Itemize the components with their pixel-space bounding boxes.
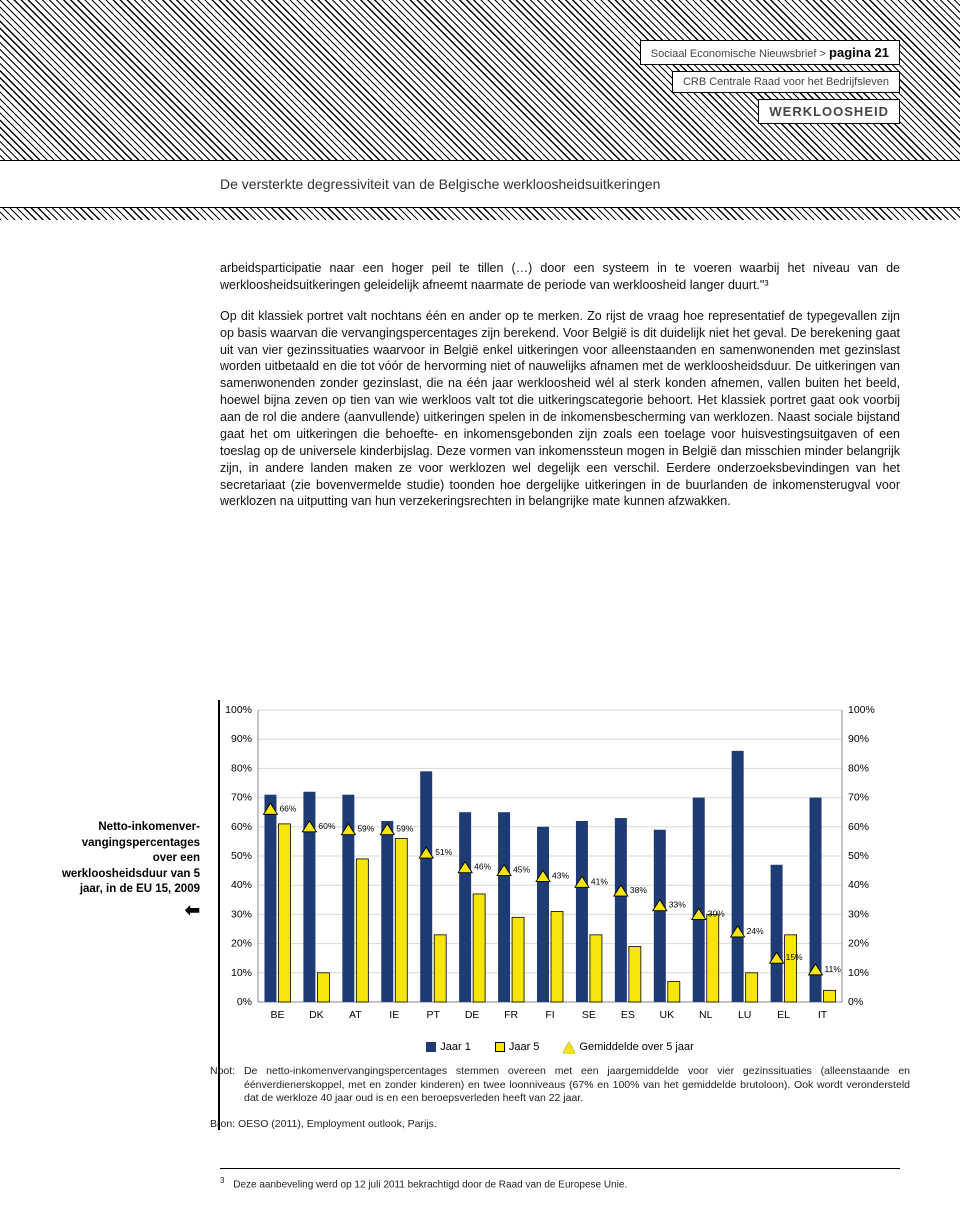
svg-text:DK: DK bbox=[309, 1009, 324, 1021]
header-line-1-bold: pagina 21 bbox=[829, 45, 889, 60]
svg-text:0%: 0% bbox=[237, 996, 252, 1008]
chart-legend: Jaar 1 Jaar 5 Gemiddelde over 5 jaar bbox=[210, 1041, 910, 1053]
body-column: arbeidsparticipatie naar een hoger peil … bbox=[220, 260, 900, 524]
subtitle-strip: De versterkte degressiviteit van de Belg… bbox=[0, 160, 960, 208]
svg-text:LU: LU bbox=[738, 1009, 751, 1021]
svg-text:FR: FR bbox=[504, 1009, 518, 1021]
arrow-icon: ⬅ bbox=[185, 898, 200, 922]
svg-text:60%: 60% bbox=[848, 821, 869, 833]
svg-text:EL: EL bbox=[777, 1009, 790, 1021]
svg-text:DE: DE bbox=[465, 1009, 480, 1021]
svg-text:51%: 51% bbox=[435, 847, 452, 857]
svg-text:30%: 30% bbox=[708, 908, 725, 918]
svg-text:59%: 59% bbox=[357, 824, 374, 834]
bron-label: Bron: bbox=[210, 1118, 235, 1130]
svg-text:20%: 20% bbox=[231, 938, 252, 950]
svg-text:30%: 30% bbox=[848, 908, 869, 920]
svg-text:70%: 70% bbox=[848, 792, 869, 804]
chart-caption-text: Netto-inkomenver­vangingspercen­tages ov… bbox=[62, 821, 200, 895]
svg-text:33%: 33% bbox=[669, 900, 686, 910]
svg-text:100%: 100% bbox=[848, 704, 875, 716]
svg-text:40%: 40% bbox=[848, 879, 869, 891]
svg-text:11%: 11% bbox=[825, 964, 842, 974]
svg-text:UK: UK bbox=[660, 1009, 675, 1021]
svg-text:IT: IT bbox=[818, 1009, 828, 1021]
svg-text:45%: 45% bbox=[513, 865, 530, 875]
svg-text:ES: ES bbox=[621, 1009, 635, 1021]
header-line-1: Sociaal Economische Nieuwsbrief > pagina… bbox=[640, 40, 900, 65]
svg-text:100%: 100% bbox=[225, 704, 252, 716]
svg-text:FI: FI bbox=[545, 1009, 554, 1021]
svg-text:NL: NL bbox=[699, 1009, 713, 1021]
svg-text:BE: BE bbox=[270, 1009, 284, 1021]
paragraph-2: Op dit klassiek portret valt nochtans éé… bbox=[220, 308, 900, 511]
header-line-1-prefix: Sociaal Economische Nieuwsbrief > bbox=[651, 48, 829, 60]
svg-text:15%: 15% bbox=[786, 952, 803, 962]
svg-text:38%: 38% bbox=[630, 885, 647, 895]
noot-text: De netto-inkomenvervangingspercentages s… bbox=[244, 1065, 910, 1104]
svg-text:43%: 43% bbox=[552, 870, 569, 880]
footnote-text: Deze aanbeveling werd op 12 juli 2011 be… bbox=[233, 1179, 627, 1190]
svg-text:59%: 59% bbox=[396, 824, 413, 834]
svg-text:10%: 10% bbox=[848, 967, 869, 979]
chart-side-caption: Netto-inkomenver­vangingspercen­tages ov… bbox=[60, 820, 200, 922]
svg-text:10%: 10% bbox=[231, 967, 252, 979]
svg-text:PT: PT bbox=[426, 1009, 440, 1021]
svg-text:IE: IE bbox=[389, 1009, 399, 1021]
svg-text:60%: 60% bbox=[318, 821, 335, 831]
svg-text:90%: 90% bbox=[231, 733, 252, 745]
svg-text:24%: 24% bbox=[747, 926, 764, 936]
svg-text:66%: 66% bbox=[279, 803, 296, 813]
header-line-3: WERKLOOSHEID bbox=[758, 99, 900, 124]
legend-jaar5: Jaar 5 bbox=[495, 1041, 540, 1053]
noot-label: Noot: bbox=[210, 1065, 235, 1077]
footnote-rule bbox=[220, 1168, 900, 1169]
svg-text:30%: 30% bbox=[231, 908, 252, 920]
svg-text:AT: AT bbox=[349, 1009, 362, 1021]
header-box-stack: Sociaal Economische Nieuwsbrief > pagina… bbox=[640, 40, 900, 124]
chart-svg: 0% 0% 10% 10% 20% 20% 30% 30% 40% 40% 50% 50% 60% 60%… bbox=[210, 700, 890, 1030]
footnote-num: 3 bbox=[220, 1176, 224, 1185]
svg-text:60%: 60% bbox=[231, 821, 252, 833]
svg-text:90%: 90% bbox=[848, 733, 869, 745]
svg-text:SE: SE bbox=[582, 1009, 596, 1021]
chart-bron: Bron: OESO (2011), Employment outlook, P… bbox=[210, 1118, 910, 1132]
svg-text:41%: 41% bbox=[591, 876, 608, 886]
svg-text:70%: 70% bbox=[231, 792, 252, 804]
header-line-2: CRB Centrale Raad voor het Bedrijfsleven bbox=[672, 71, 900, 93]
svg-text:50%: 50% bbox=[848, 850, 869, 862]
svg-text:20%: 20% bbox=[848, 938, 869, 950]
chart-block: 0% 0% 10% 10% 20% 20% 30% 30% 40% 40% 50% 50% 60% 60%… bbox=[210, 700, 910, 1132]
svg-text:46%: 46% bbox=[474, 862, 491, 872]
svg-text:80%: 80% bbox=[231, 762, 252, 774]
footnote: 3 Deze aanbeveling werd op 12 juli 2011 … bbox=[220, 1176, 900, 1190]
svg-text:40%: 40% bbox=[231, 879, 252, 891]
subtitle-text: De versterkte degressiviteit van de Belg… bbox=[220, 176, 660, 192]
svg-text:80%: 80% bbox=[848, 762, 869, 774]
legend-gem: Gemiddelde over 5 jaar bbox=[563, 1041, 693, 1053]
svg-text:0%: 0% bbox=[848, 996, 863, 1008]
chart-note: Noot: De netto-inkomenvervangingspercent… bbox=[210, 1065, 910, 1106]
paragraph-1: arbeidsparticipatie naar een hoger peil … bbox=[220, 260, 900, 294]
bron-text: OESO (2011), Employment outlook, Parijs. bbox=[238, 1118, 437, 1130]
legend-jaar1: Jaar 1 bbox=[426, 1041, 471, 1053]
svg-text:50%: 50% bbox=[231, 850, 252, 862]
